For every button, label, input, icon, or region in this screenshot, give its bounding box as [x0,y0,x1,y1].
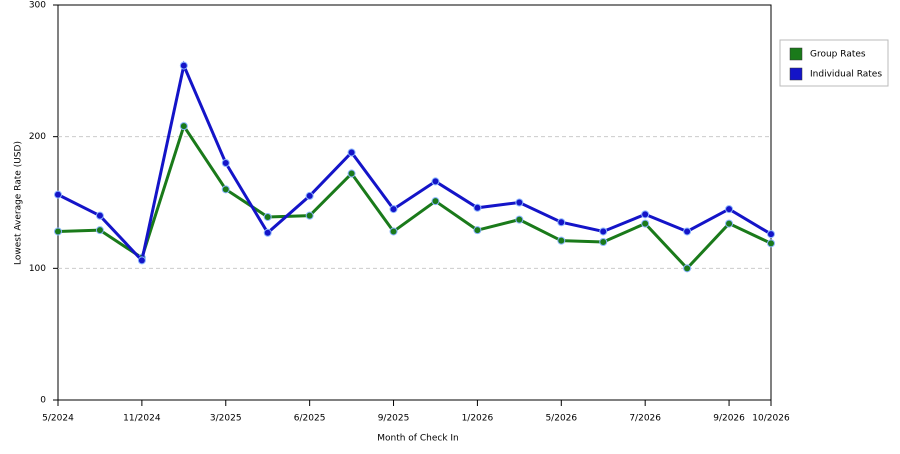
data-point [473,203,482,212]
x-tick-label: 1/2026 [462,414,494,424]
data-point [179,61,188,70]
data-point [389,205,398,214]
data-point [431,197,440,206]
data-point [725,219,734,228]
x-tick-label: 10/2026 [752,414,790,424]
data-point [263,228,272,237]
data-point [599,227,608,236]
x-tick-label: 9/2026 [713,414,745,424]
data-point [557,236,566,245]
legend-label: Individual Rates [810,70,882,80]
data-point [347,169,356,178]
x-tick-label: 7/2026 [629,414,661,424]
data-point [95,226,104,235]
data-point [557,218,566,227]
data-point [431,177,440,186]
data-point [179,122,188,131]
x-tick-label: 9/2025 [378,414,410,424]
data-point [389,227,398,236]
data-point [515,198,524,207]
data-point [54,227,62,236]
data-point [683,227,692,236]
data-point [95,211,104,220]
y-tick-label: 100 [29,264,46,274]
data-point [515,215,524,224]
data-point [263,212,272,221]
x-tick-label: 5/2024 [42,414,74,424]
series-line [57,60,772,264]
x-tick-label: 11/2024 [123,414,161,424]
y-tick-label: 300 [29,1,46,11]
plot-area [57,4,772,401]
data-point [221,159,230,167]
data-point [641,210,650,219]
y-axis-label: Lowest Average Rate (USD) [14,141,24,265]
x-tick-label: 3/2025 [210,414,242,424]
data-point [137,256,146,265]
series-line [57,122,772,271]
y-tick-label: 0 [40,396,46,406]
x-tick-label: 6/2025 [294,414,326,424]
data-point [305,191,314,200]
x-axis-label: Month of Check In [377,434,459,444]
data-point [473,226,482,235]
data-point [767,230,775,239]
legend-swatch [789,47,803,61]
data-point [641,219,650,228]
x-tick-label: 5/2026 [545,414,577,424]
data-point [599,238,608,246]
data-point [54,190,62,199]
y-tick-label: 200 [29,132,46,142]
legend-swatch [789,67,803,81]
legend-label: Group Rates [810,50,866,60]
data-point [305,211,314,220]
data-point [767,239,775,248]
data-point [683,264,692,273]
data-point [347,148,356,157]
data-point [221,185,230,194]
data-point [725,205,734,214]
